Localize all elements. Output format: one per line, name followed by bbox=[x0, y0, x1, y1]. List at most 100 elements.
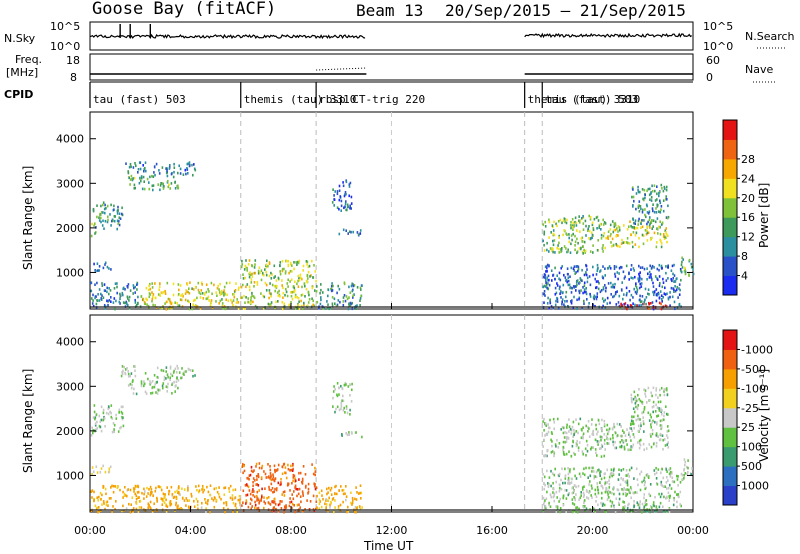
echo-point bbox=[575, 506, 577, 510]
echo-point bbox=[612, 469, 615, 472]
echo-point bbox=[626, 228, 629, 231]
echo-point bbox=[660, 307, 663, 311]
echo-point bbox=[604, 510, 606, 513]
echo-point bbox=[162, 187, 165, 190]
echo-point bbox=[331, 201, 334, 204]
echo-point bbox=[686, 472, 688, 476]
echo-point bbox=[170, 302, 172, 306]
echo-point bbox=[545, 265, 548, 268]
echo-point bbox=[134, 301, 137, 304]
echo-point bbox=[658, 296, 661, 300]
echo-point bbox=[579, 221, 581, 224]
echo-point bbox=[248, 474, 251, 477]
echo-point bbox=[331, 282, 333, 285]
echo-point bbox=[297, 285, 300, 288]
echo-point bbox=[200, 289, 203, 292]
echo-point bbox=[268, 502, 271, 505]
echo-point bbox=[636, 406, 639, 410]
echo-point bbox=[646, 211, 649, 214]
nsky-label: N.Sky bbox=[4, 32, 36, 45]
echo-point bbox=[106, 286, 108, 290]
echo-point bbox=[359, 491, 361, 495]
echo-point bbox=[660, 294, 663, 297]
echo-point bbox=[117, 205, 119, 209]
echo-point bbox=[183, 373, 185, 376]
echo-point bbox=[663, 388, 665, 391]
echo-point bbox=[290, 468, 293, 472]
echo-point bbox=[606, 236, 609, 239]
echo-point bbox=[601, 436, 604, 439]
echo-point bbox=[91, 426, 93, 430]
echo-point bbox=[611, 434, 614, 437]
nsky-trace bbox=[89, 24, 693, 40]
echo-point bbox=[94, 422, 97, 425]
echo-point bbox=[600, 289, 603, 292]
echo-point bbox=[655, 293, 658, 297]
echo-point bbox=[304, 284, 306, 288]
echo-point bbox=[632, 267, 635, 270]
echo-point bbox=[90, 281, 92, 285]
echo-point bbox=[301, 479, 304, 482]
echo-point bbox=[325, 498, 327, 501]
echo-point bbox=[107, 303, 109, 307]
echo-point bbox=[635, 286, 638, 289]
echo-point bbox=[561, 300, 563, 304]
echo-point bbox=[154, 489, 157, 493]
echo-point bbox=[132, 510, 134, 513]
echo-point bbox=[166, 373, 169, 376]
echo-point bbox=[158, 169, 160, 172]
echo-point bbox=[666, 470, 668, 473]
echo-point bbox=[612, 243, 615, 247]
echo-point bbox=[334, 485, 336, 489]
echo-point bbox=[274, 284, 277, 288]
echo-point bbox=[96, 299, 99, 302]
echo-point bbox=[268, 296, 270, 300]
echo-point bbox=[637, 206, 640, 209]
echo-point bbox=[126, 494, 128, 498]
echo-point bbox=[591, 470, 593, 473]
echo-point bbox=[669, 494, 671, 498]
echo-point bbox=[673, 290, 675, 293]
echo-point bbox=[599, 435, 602, 439]
echo-point bbox=[195, 485, 197, 488]
echo-point bbox=[191, 287, 193, 290]
echo-point bbox=[152, 293, 155, 296]
echo-point bbox=[220, 292, 223, 295]
echo-point bbox=[632, 420, 634, 423]
echo-point bbox=[158, 172, 161, 175]
echo-point bbox=[110, 404, 113, 407]
echo-point bbox=[291, 506, 293, 510]
echo-point bbox=[680, 278, 682, 282]
echo-point bbox=[330, 493, 333, 496]
echo-point bbox=[676, 493, 678, 496]
echo-point bbox=[640, 470, 643, 474]
echo-point bbox=[106, 290, 108, 294]
echo-point bbox=[651, 432, 654, 436]
echo-point bbox=[678, 287, 680, 290]
echo-point bbox=[136, 491, 139, 494]
echo-point bbox=[565, 510, 567, 513]
echo-point bbox=[299, 495, 302, 498]
echo-point bbox=[122, 405, 124, 409]
echo-point bbox=[562, 233, 564, 237]
echo-point bbox=[591, 236, 593, 240]
echo-point bbox=[110, 300, 112, 303]
echo-point bbox=[130, 386, 133, 390]
echo-point bbox=[144, 161, 147, 164]
echo-point bbox=[595, 470, 598, 474]
echo-point bbox=[646, 222, 648, 226]
echo-point bbox=[571, 299, 573, 302]
echo-point bbox=[160, 182, 162, 185]
echo-point bbox=[205, 501, 207, 504]
echo-point bbox=[620, 477, 622, 480]
echo-point bbox=[96, 281, 98, 285]
echo-point bbox=[677, 493, 680, 496]
echo-point bbox=[663, 495, 665, 499]
echo-point bbox=[620, 444, 623, 448]
echo-point bbox=[592, 265, 594, 269]
echo-point bbox=[661, 187, 663, 190]
echo-point bbox=[583, 499, 586, 502]
echo-point bbox=[280, 477, 282, 481]
echo-point bbox=[270, 475, 272, 479]
echo-point bbox=[314, 270, 317, 273]
